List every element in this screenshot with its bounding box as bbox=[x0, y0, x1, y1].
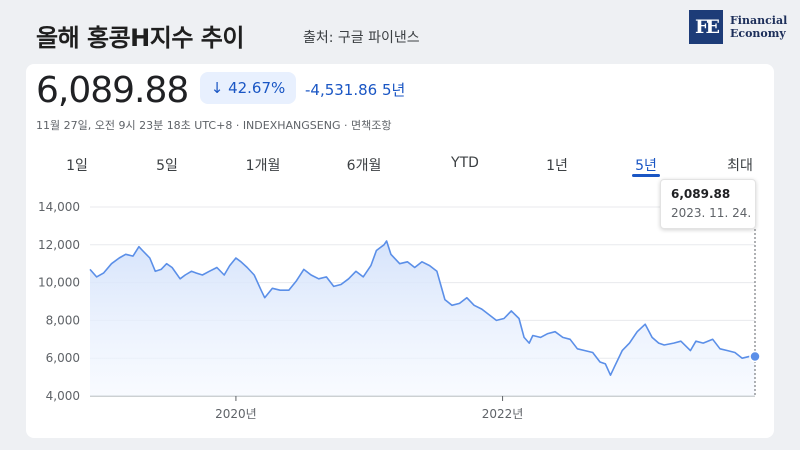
tab-5d[interactable]: 5일 bbox=[156, 158, 178, 174]
tab-max[interactable]: 최대 bbox=[727, 158, 753, 174]
tab-6m[interactable]: 6개월 bbox=[346, 158, 382, 174]
change-percent-value: 42.67% bbox=[228, 79, 286, 97]
tab-ytd[interactable]: YTD bbox=[451, 155, 479, 171]
x-tick-label: 2022년 bbox=[482, 407, 524, 421]
price-line bbox=[89, 240, 756, 376]
y-tick-label: 14,000 bbox=[38, 200, 80, 214]
change-absolute: -4,531.86 5년 bbox=[305, 79, 405, 100]
change-period: 5년 bbox=[382, 81, 406, 99]
arrow-down-icon: ↓ bbox=[210, 79, 224, 97]
price-tooltip: 6,089.88 2023. 11. 24. bbox=[660, 179, 756, 229]
source-label: 출처: 구글 파이낸스 bbox=[303, 30, 420, 46]
page-title: 올해 홍콩H지수 추이 bbox=[36, 24, 244, 52]
tab-1m[interactable]: 1개월 bbox=[245, 158, 281, 174]
current-price: 6,089.88 bbox=[36, 70, 189, 111]
change-percent-badge: ↓ 42.67% bbox=[200, 72, 296, 104]
y-tick-label: 8,000 bbox=[46, 313, 80, 327]
last-point-marker bbox=[749, 350, 761, 363]
financial-economy-logo: FE Financial Economy bbox=[689, 10, 789, 46]
change-absolute-value: -4,531.86 bbox=[305, 81, 378, 99]
tab-1y[interactable]: 1년 bbox=[546, 158, 568, 174]
y-tick-label: 10,000 bbox=[38, 276, 80, 290]
active-tab-indicator bbox=[632, 174, 660, 177]
logo-mark: FE bbox=[689, 10, 723, 44]
tooltip-date: 2023. 11. 24. bbox=[671, 206, 752, 220]
logo-line-2: Economy bbox=[730, 27, 786, 40]
y-tick-label: 4,000 bbox=[46, 389, 80, 403]
price-area bbox=[90, 241, 755, 396]
tooltip-value: 6,089.88 bbox=[671, 187, 731, 201]
quote-timestamp: 11월 27일, 오전 9시 23분 18초 UTC+8 · INDEXHANG… bbox=[36, 119, 392, 132]
y-tick-label: 6,000 bbox=[46, 351, 80, 365]
logo-line-1: Financial bbox=[730, 14, 788, 27]
logo-text: Financial Economy bbox=[730, 14, 787, 40]
tab-1d[interactable]: 1일 bbox=[66, 158, 88, 174]
y-tick-label: 12,000 bbox=[38, 238, 80, 252]
x-tick-label: 2020년 bbox=[215, 407, 257, 421]
tab-5y[interactable]: 5년 bbox=[635, 158, 657, 174]
